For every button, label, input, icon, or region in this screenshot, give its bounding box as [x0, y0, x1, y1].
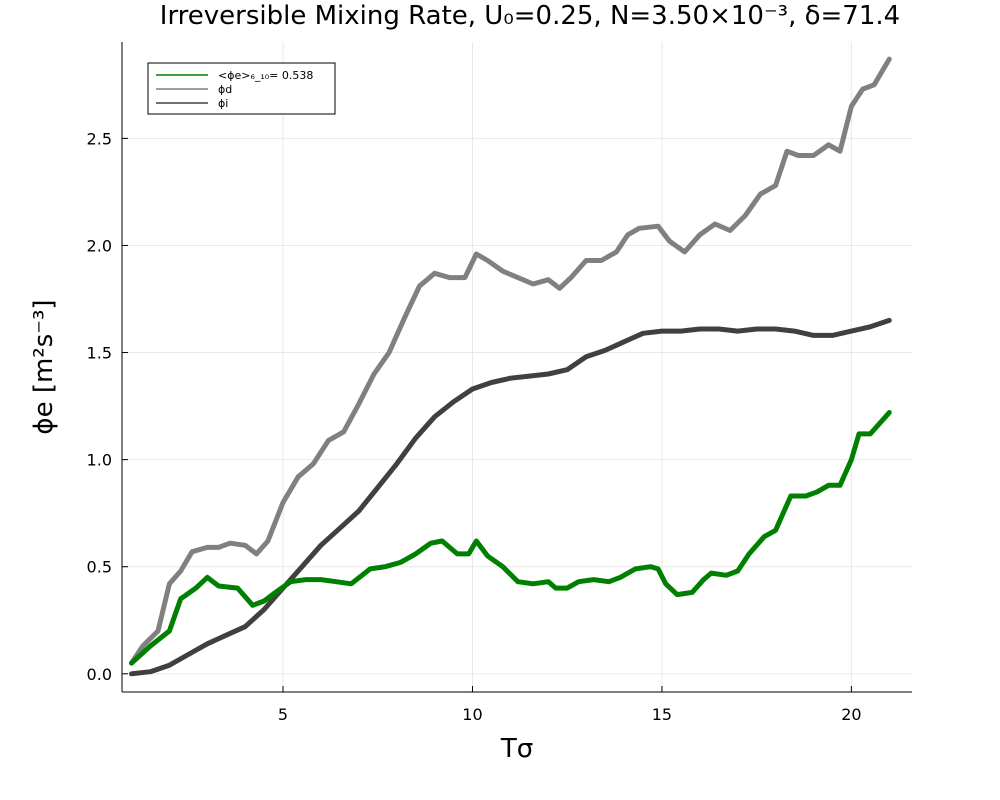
y-tick-label: 2.0 [87, 236, 112, 255]
legend-label-phi-i: ϕi [218, 97, 228, 110]
series-line-phi-i [129, 317, 892, 677]
x-axis-title: Tσ [500, 734, 533, 764]
y-tick-label: 0.5 [87, 558, 112, 577]
y-tick-label: 1.5 [87, 344, 112, 363]
ticks-layer: 5 10 15 20 0.0 0.5 1.0 1.5 2.0 2.5 [87, 129, 862, 724]
grid-layer [122, 42, 912, 692]
y-tick-label: 2.5 [87, 129, 112, 148]
x-tick-label: 5 [278, 705, 288, 724]
legend: <ϕe>₆_₁₀= 0.538 ϕd ϕi [147, 62, 336, 115]
series-line-phi-d [129, 56, 892, 666]
x-tick-label: 15 [652, 705, 672, 724]
series-layer [129, 56, 892, 677]
x-tick-label: 20 [841, 705, 861, 724]
series-line-phi-e [129, 410, 892, 666]
legend-label-phi-e: <ϕe>₆_₁₀= 0.538 [218, 69, 313, 82]
y-axis-title: ϕe [m²s⁻³] [29, 299, 59, 434]
y-tick-label: 0.0 [87, 665, 112, 684]
x-tick-label: 10 [462, 705, 482, 724]
y-tick-label: 1.0 [87, 451, 112, 470]
legend-label-phi-d: ϕd [218, 83, 232, 96]
chart-title: Irreversible Mixing Rate, U₀=0.25, N=3.5… [160, 1, 900, 31]
axes-layer [121, 42, 912, 693]
